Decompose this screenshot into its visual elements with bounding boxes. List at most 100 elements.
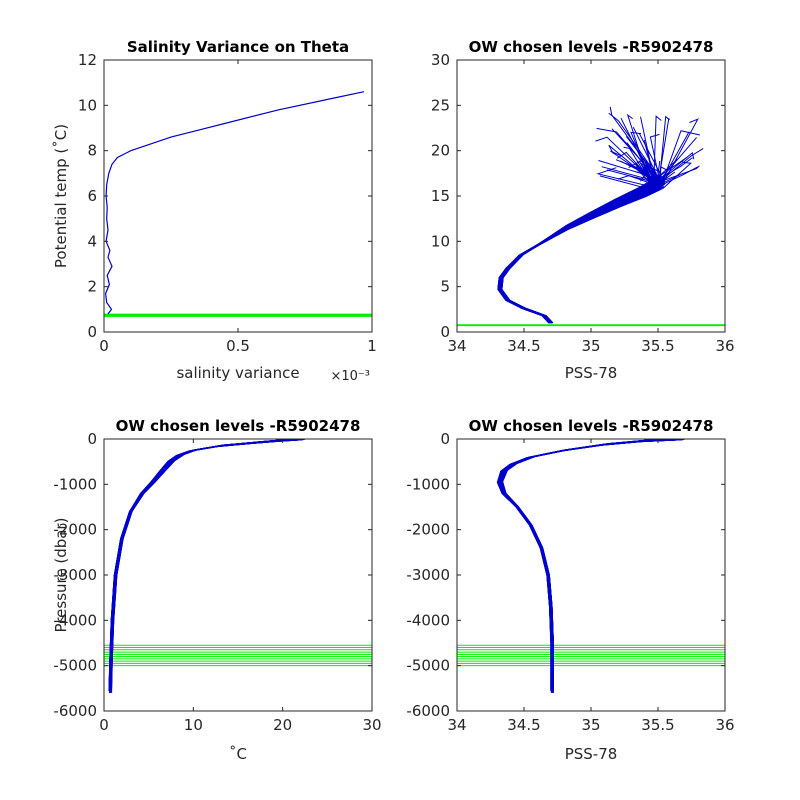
profile-line (110, 439, 308, 691)
profile-line (498, 131, 690, 324)
profile-line (499, 439, 683, 691)
profile-line (499, 162, 660, 324)
profile-line (500, 118, 699, 324)
profile-line (499, 439, 687, 691)
profile-line (108, 439, 305, 691)
profile-line (499, 151, 654, 324)
profile-line (497, 439, 681, 691)
axes-frame (456, 59, 726, 333)
profile-line (501, 439, 686, 691)
profile-line (110, 439, 307, 691)
y-tick-label: 12 (78, 51, 97, 69)
profile-line (499, 439, 687, 691)
chart-title: Salinity Variance on Theta (127, 38, 349, 56)
x-axis-label: ˚C (229, 745, 247, 763)
y-tick-label: 2 (87, 278, 97, 296)
y-tick-label: 10 (431, 232, 450, 250)
y-tick-label: 15 (431, 187, 450, 205)
profile-line (109, 439, 304, 691)
profile-line (110, 439, 302, 691)
profile-line (500, 439, 688, 691)
axes-frame (456, 438, 726, 712)
profile-line (110, 439, 305, 691)
x-tick-label: 1 (367, 337, 377, 355)
profile-line (499, 439, 685, 693)
profile-line (500, 439, 687, 691)
profile-line (109, 439, 303, 691)
profile-line (501, 137, 697, 324)
profile-line (498, 144, 659, 324)
x-tick-label: 0 (99, 716, 109, 734)
profile-line (500, 139, 655, 324)
profile-line (497, 146, 656, 324)
y-tick-label: -6000 (53, 702, 97, 720)
profile-line (111, 439, 303, 693)
profile-line (501, 439, 688, 691)
profile-line (500, 163, 660, 324)
profile-line (108, 439, 302, 691)
y-tick-label: 10 (78, 96, 97, 114)
y-tick-label: 6 (87, 187, 97, 205)
profile-line (108, 439, 302, 691)
profile-line (498, 439, 682, 691)
y-tick-label: 0 (440, 323, 450, 341)
profile-line (500, 126, 661, 324)
profile-line (497, 439, 682, 691)
profile-line (497, 439, 682, 691)
profile-line (500, 439, 687, 691)
panel-2: 34 34.5 35 35.5 36 0 5 10 15 20 25 30 OW chosen leve… (431, 38, 735, 382)
profile-line (500, 160, 665, 324)
profile-line (499, 439, 686, 691)
profile-line (499, 439, 683, 693)
y-tick-label: 8 (87, 142, 97, 160)
profile-line (108, 439, 300, 691)
profile-line (498, 162, 661, 324)
profile-line (109, 439, 303, 691)
profile-line (109, 439, 303, 691)
x-tick-label: 34 (447, 716, 466, 734)
x-tick-label: 10 (184, 716, 203, 734)
profile-line (109, 439, 305, 691)
profile-line (110, 439, 308, 691)
x-tick-label: 30 (362, 716, 381, 734)
profile-line (108, 439, 300, 691)
profile-line (496, 439, 680, 691)
x-tick-label: 36 (715, 337, 734, 355)
profile-line (501, 439, 683, 691)
profile-line (110, 439, 302, 691)
profile-line (110, 439, 307, 691)
profile-line (499, 439, 683, 691)
profile-line (111, 439, 302, 691)
profile-line (109, 439, 305, 691)
plot-area (457, 106, 725, 327)
profile-line (109, 439, 303, 691)
profile-line (500, 439, 682, 691)
x-tick-label: 34.5 (507, 716, 540, 734)
profile-line (108, 439, 301, 693)
profile-line (498, 136, 661, 324)
profile-line (108, 439, 303, 691)
profile-line (109, 439, 307, 691)
y-tick-label: 0 (440, 430, 450, 448)
x-tick-label: 35 (581, 337, 600, 355)
chart-title: OW chosen levels -R5902478 (469, 417, 714, 435)
y-tick-label: -5000 (406, 657, 450, 675)
profile-line (110, 439, 304, 691)
profile-line (499, 439, 686, 691)
profile-line (497, 439, 680, 691)
x-tick-label: 35.5 (641, 337, 674, 355)
y-tick-label: -3000 (53, 566, 97, 584)
profile-line (498, 439, 682, 691)
profile-line (110, 439, 308, 691)
profile-line (498, 439, 682, 693)
axes-frame (103, 59, 373, 333)
profile-line (498, 439, 686, 691)
profile-line (108, 439, 305, 691)
profile-line (110, 439, 306, 691)
x-tick-label: 34 (447, 337, 466, 355)
profile-line (498, 439, 684, 691)
profile-line (497, 439, 683, 691)
plot-area (104, 91, 372, 317)
